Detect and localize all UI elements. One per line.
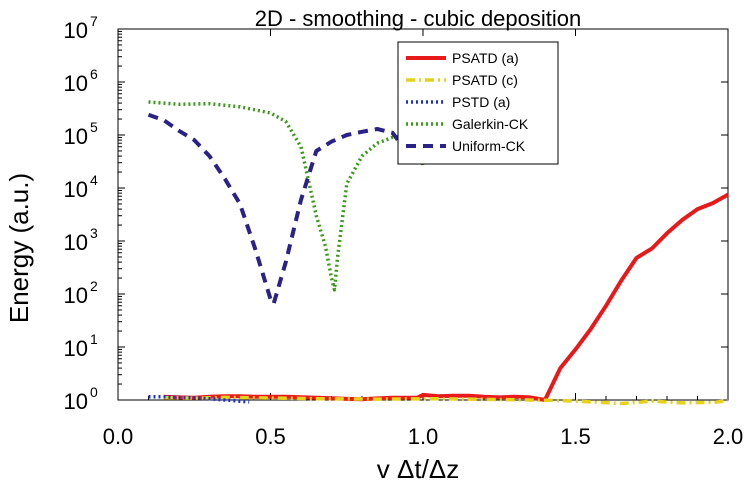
- y-tick-label: 10: [64, 230, 88, 255]
- y-tick-exponent: 7: [90, 13, 98, 29]
- y-tick-exponent: 3: [90, 225, 98, 241]
- chart-title: 2D - smoothing - cubic deposition: [255, 6, 582, 31]
- y-tick-exponent: 1: [90, 331, 98, 347]
- legend-label: PSATD (c): [452, 72, 518, 88]
- x-tick-label: 0.5: [255, 424, 286, 449]
- y-tick-label: 10: [64, 389, 88, 414]
- series-line-galerkin-ck: [148, 100, 425, 292]
- series: [147, 100, 729, 406]
- y-tick-exponent: 2: [90, 278, 98, 294]
- legend-label: PSATD (a): [452, 50, 519, 66]
- legend-box: [397, 41, 559, 165]
- x-tick-label: 0.0: [103, 424, 134, 449]
- legend: PSATD (a) PSATD (c) PSTD (a) Galerkin-CK Uni…: [397, 41, 559, 165]
- series-line-psatd-c: [163, 395, 729, 406]
- y-axis-label: Energy (a.u.): [4, 173, 34, 323]
- y-tick-exponent: 4: [90, 172, 98, 188]
- y-tick-exponent: 6: [90, 66, 98, 82]
- y-tick-label: 10: [64, 71, 88, 96]
- y-tick-label: 10: [64, 18, 88, 43]
- legend-label: Uniform-CK: [452, 138, 526, 154]
- y-tick-label: 10: [64, 283, 88, 308]
- x-tick-label: 1.0: [408, 424, 439, 449]
- legend-label: Galerkin-CK: [452, 116, 529, 132]
- y-tick-label: 10: [64, 124, 88, 149]
- y-tick-exponent: 0: [90, 384, 98, 400]
- y-tick-label: 10: [64, 177, 88, 202]
- y-tick-label: 10: [64, 336, 88, 361]
- series-line-uniform-ck: [147, 112, 410, 306]
- legend-label: PSTD (a): [452, 94, 510, 110]
- x-tick-label: 2.0: [713, 424, 744, 449]
- x-tick-label: 1.5: [560, 424, 591, 449]
- y-tick-exponent: 5: [90, 119, 98, 135]
- x-axis-label: v Δt/Δz: [377, 454, 459, 484]
